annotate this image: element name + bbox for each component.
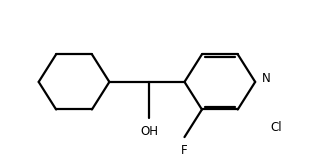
Text: F: F xyxy=(181,144,188,157)
Text: OH: OH xyxy=(140,125,158,138)
Text: N: N xyxy=(262,72,270,85)
Text: Cl: Cl xyxy=(270,121,282,134)
